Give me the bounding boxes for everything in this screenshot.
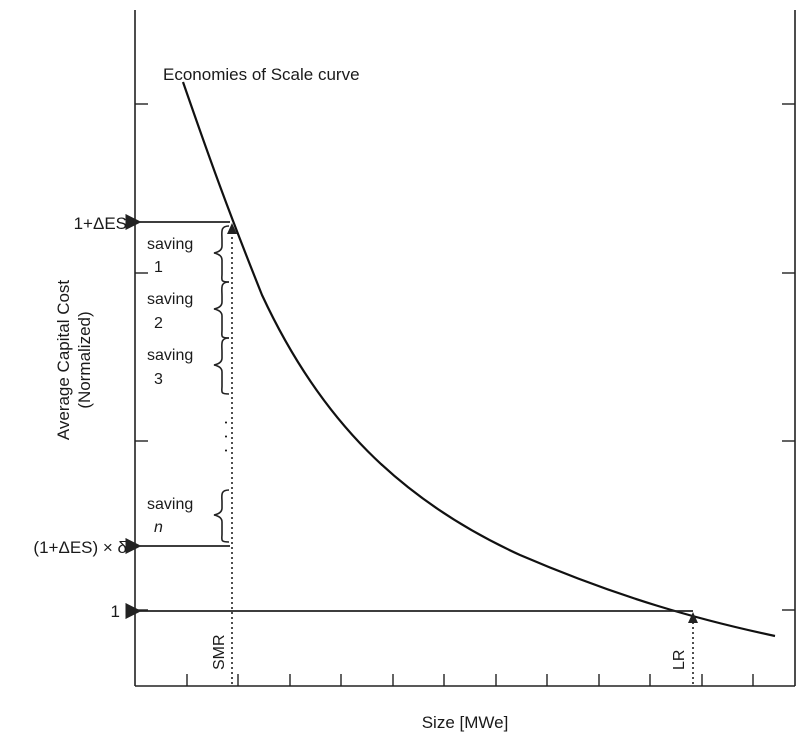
saving-2-word: saving xyxy=(147,291,193,308)
saving-3-word: saving xyxy=(147,347,193,364)
right-border-ticks xyxy=(782,103,795,611)
y-label-mid: (1+ΔES) × δ xyxy=(33,538,127,557)
lr-arrowhead xyxy=(688,612,698,623)
saving-3-index: 3 xyxy=(154,371,163,388)
curve-label: Economies of Scale curve xyxy=(163,65,360,84)
y-label-bottom: 1 xyxy=(111,602,120,621)
smr-arrowhead xyxy=(227,223,237,234)
brace-saving-2 xyxy=(213,281,230,339)
brace-saving-3 xyxy=(213,337,230,395)
smr-label: SMR xyxy=(211,634,228,670)
saving-2-index: 2 xyxy=(154,315,163,332)
x-axis-title: Size [MWe] xyxy=(422,713,509,732)
y-axis-title-line2: (Normalized) xyxy=(75,311,94,408)
lr-label: LR xyxy=(671,650,688,670)
economies-of-scale-curve xyxy=(181,81,776,638)
ellipsis-dots: . . . xyxy=(221,420,241,455)
y-label-top: 1+ΔES xyxy=(74,214,127,233)
brace-saving-n xyxy=(213,489,230,543)
saving-n-index: n xyxy=(154,519,163,536)
brace-saving-1 xyxy=(213,225,230,283)
x-axis-ticks xyxy=(186,674,754,686)
saving-n-word: saving xyxy=(147,496,193,513)
y-axis-title-line1: Average Capital Cost xyxy=(54,280,73,441)
saving-1-index: 1 xyxy=(154,259,163,276)
saving-1-word: saving xyxy=(147,236,193,253)
